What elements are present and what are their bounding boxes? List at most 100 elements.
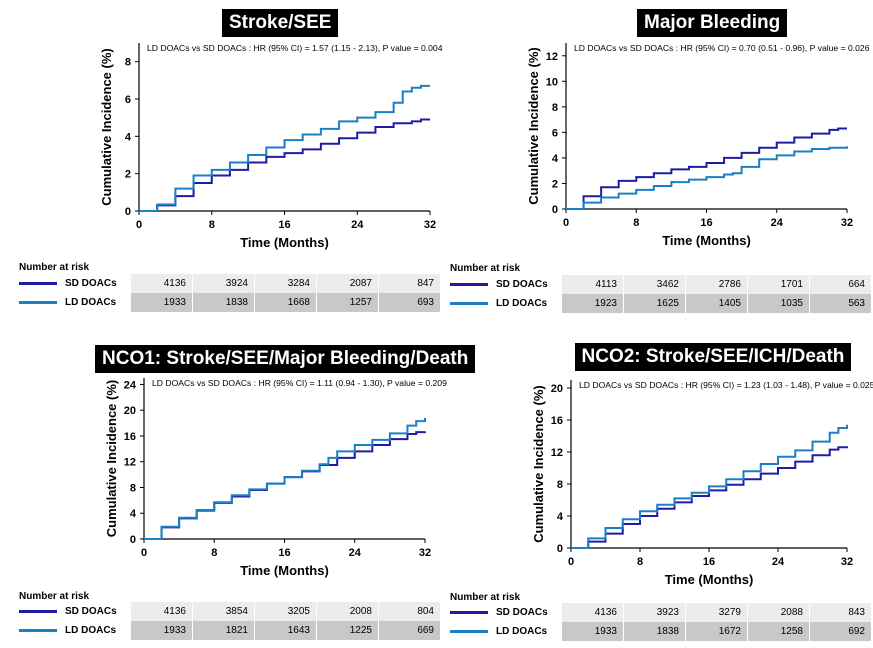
y-tick-label: 16 xyxy=(124,431,136,443)
legend-swatch xyxy=(450,283,488,286)
risk-table-header: Number at risk xyxy=(19,591,90,602)
risk-table-row: SD DOACs 4136 3923 3279 2088 843 xyxy=(450,603,872,622)
x-axis-label: Time (Months) xyxy=(240,235,329,250)
risk-table-cell: 669 xyxy=(379,621,441,640)
x-tick-label: 24 xyxy=(771,217,784,229)
series-line-ld-doacs xyxy=(139,84,430,212)
legend-swatch xyxy=(19,301,57,304)
risk-table-cell: 1821 xyxy=(193,621,255,640)
y-tick-label: 4 xyxy=(552,153,559,165)
risk-table-cell: 1257 xyxy=(317,293,379,312)
x-axis-label: Time (Months) xyxy=(665,572,754,587)
hazard-ratio-annotation: LD DOACs vs SD DOACs : HR (95% CI) = 1.2… xyxy=(579,380,873,390)
risk-table-cell: 664 xyxy=(810,275,872,294)
chart-title: NCO2: Stroke/SEE/ICH/Death xyxy=(574,343,852,371)
risk-table-cell: 3923 xyxy=(624,603,686,622)
risk-table-cell: 1405 xyxy=(686,294,748,313)
y-tick-label: 10 xyxy=(546,76,558,88)
x-tick-label: 32 xyxy=(841,556,853,568)
y-tick-label: 4 xyxy=(130,508,137,520)
series-line-ld-doacs xyxy=(571,424,848,549)
x-tick-label: 8 xyxy=(633,217,639,229)
risk-table-cell: 1838 xyxy=(193,293,255,312)
y-axis-label: Cumulative Incidence (%) xyxy=(104,380,119,537)
risk-table-cell: 1258 xyxy=(748,622,810,641)
risk-table-row: LD DOACs 1933 1838 1668 1257 693 xyxy=(19,293,441,312)
x-tick-label: 32 xyxy=(419,547,431,559)
legend-swatch xyxy=(19,629,57,632)
risk-table-cell: 1933 xyxy=(131,293,193,312)
risk-table-cell: 693 xyxy=(379,293,441,312)
legend-swatch xyxy=(19,282,57,285)
risk-table-cell: 1923 xyxy=(562,294,624,313)
x-tick-label: 0 xyxy=(141,547,147,559)
risk-table-cell: 3284 xyxy=(255,274,317,293)
risk-table-row: SD DOACs 4136 3854 3205 2008 804 xyxy=(19,602,441,621)
risk-table-cell: 1643 xyxy=(255,621,317,640)
legend-key: SD DOACs xyxy=(450,607,562,618)
x-tick-label: 0 xyxy=(568,556,574,568)
risk-table-header: Number at risk xyxy=(450,592,521,603)
risk-table-cell: 1838 xyxy=(624,622,686,641)
risk-table-row: LD DOACs 1933 1821 1643 1225 669 xyxy=(19,621,441,640)
series-line-ld-doacs xyxy=(144,417,426,540)
risk-table-header: Number at risk xyxy=(450,263,521,274)
hazard-ratio-annotation: LD DOACs vs SD DOACs : HR (95% CI) = 1.1… xyxy=(152,378,447,388)
legend-key: LD DOACs xyxy=(450,298,562,309)
legend-label: SD DOACs xyxy=(496,279,548,290)
y-tick-label: 20 xyxy=(551,383,563,395)
legend-label: SD DOACs xyxy=(65,606,117,617)
y-tick-label: 12 xyxy=(551,447,563,459)
legend-label: SD DOACs xyxy=(496,607,548,618)
x-tick-label: 8 xyxy=(211,547,217,559)
legend-key: SD DOACs xyxy=(450,279,562,290)
legend-label: LD DOACs xyxy=(496,626,548,637)
y-tick-label: 12 xyxy=(546,51,558,63)
y-tick-label: 4 xyxy=(557,511,564,523)
series-line-ld-doacs xyxy=(566,146,848,210)
x-tick-label: 24 xyxy=(351,219,364,231)
risk-table-row: LD DOACs 1933 1838 1672 1258 692 xyxy=(450,622,872,641)
legend-swatch xyxy=(19,610,57,613)
y-tick-label: 8 xyxy=(130,482,136,494)
risk-table-row: SD DOACs 4113 3462 2786 1701 664 xyxy=(450,275,872,294)
risk-table-cell: 2786 xyxy=(686,275,748,294)
x-tick-label: 24 xyxy=(772,556,785,568)
risk-table-cell: 3205 xyxy=(255,602,317,621)
x-tick-label: 8 xyxy=(209,219,215,231)
risk-table-cell: 1035 xyxy=(748,294,810,313)
legend-swatch xyxy=(450,302,488,305)
y-axis-label: Cumulative Incidence (%) xyxy=(99,48,114,205)
y-tick-label: 12 xyxy=(124,457,136,469)
risk-table-cell: 4136 xyxy=(131,602,193,621)
risk-table-cell: 2008 xyxy=(317,602,379,621)
risk-table-cell: 4113 xyxy=(562,275,624,294)
risk-table-cell: 1225 xyxy=(317,621,379,640)
chart-title: Major Bleeding xyxy=(637,9,788,37)
y-tick-label: 4 xyxy=(125,131,132,143)
risk-table-cell: 692 xyxy=(810,622,872,641)
risk-table-cell: 3924 xyxy=(193,274,255,293)
risk-table-row: SD DOACs 4136 3924 3284 2087 847 xyxy=(19,274,441,293)
y-tick-label: 0 xyxy=(125,206,131,218)
x-tick-label: 32 xyxy=(841,217,853,229)
risk-table-cell: 843 xyxy=(810,603,872,622)
risk-table-row: LD DOACs 1923 1625 1405 1035 563 xyxy=(450,294,872,313)
risk-table-cell: 1625 xyxy=(624,294,686,313)
x-tick-label: 32 xyxy=(424,219,436,231)
y-tick-label: 8 xyxy=(557,479,563,491)
y-tick-label: 6 xyxy=(552,127,558,139)
risk-table-cell: 4136 xyxy=(562,603,624,622)
risk-table-cell: 3854 xyxy=(193,602,255,621)
legend-label: LD DOACs xyxy=(496,298,548,309)
chart-title: NCO1: Stroke/SEE/Major Bleeding/Death xyxy=(95,345,476,373)
y-tick-label: 0 xyxy=(557,543,563,555)
y-tick-label: 6 xyxy=(125,94,131,106)
legend-key: SD DOACs xyxy=(19,278,131,289)
risk-table-cell: 563 xyxy=(810,294,872,313)
x-tick-label: 16 xyxy=(703,556,715,568)
risk-table-cell: 1672 xyxy=(686,622,748,641)
